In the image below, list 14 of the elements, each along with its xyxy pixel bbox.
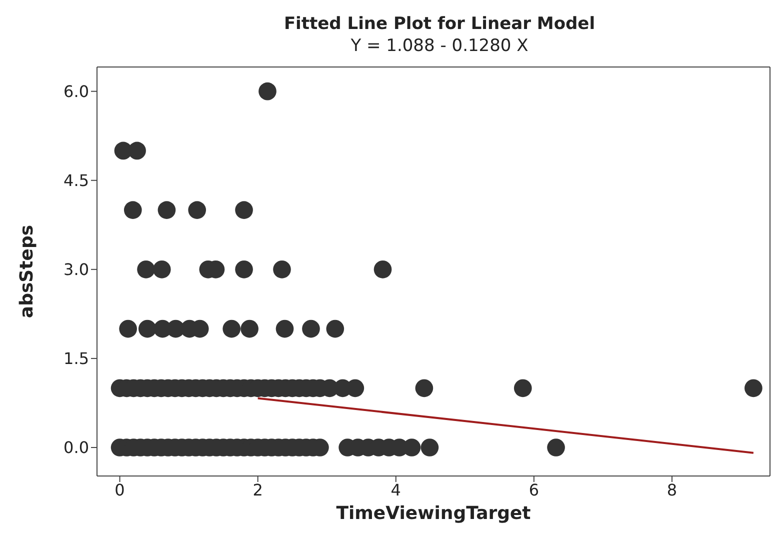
x-tick-label: 8 xyxy=(666,480,678,500)
x-tick-label: 2 xyxy=(252,480,263,500)
y-tick-label: 0.0 xyxy=(64,438,89,458)
y-axis-title: absSteps xyxy=(16,224,38,318)
x-tick-label: 4 xyxy=(390,480,401,500)
y-tick-label: 1.5 xyxy=(64,349,89,368)
y-tick-label: 3.0 xyxy=(64,260,89,280)
x-tick-label: 6 xyxy=(528,480,540,500)
x-axis-title: TimeViewingTarget xyxy=(336,503,532,524)
y-tick-label: 6.0 xyxy=(64,82,89,102)
chart-subtitle: Y = 1.088 - 0.1280 X xyxy=(350,36,530,56)
chart-title: Fitted Line Plot for Linear Model xyxy=(282,14,596,34)
x-tick-label: 0 xyxy=(114,480,125,500)
y-tick-label: 4.5 xyxy=(64,171,89,190)
